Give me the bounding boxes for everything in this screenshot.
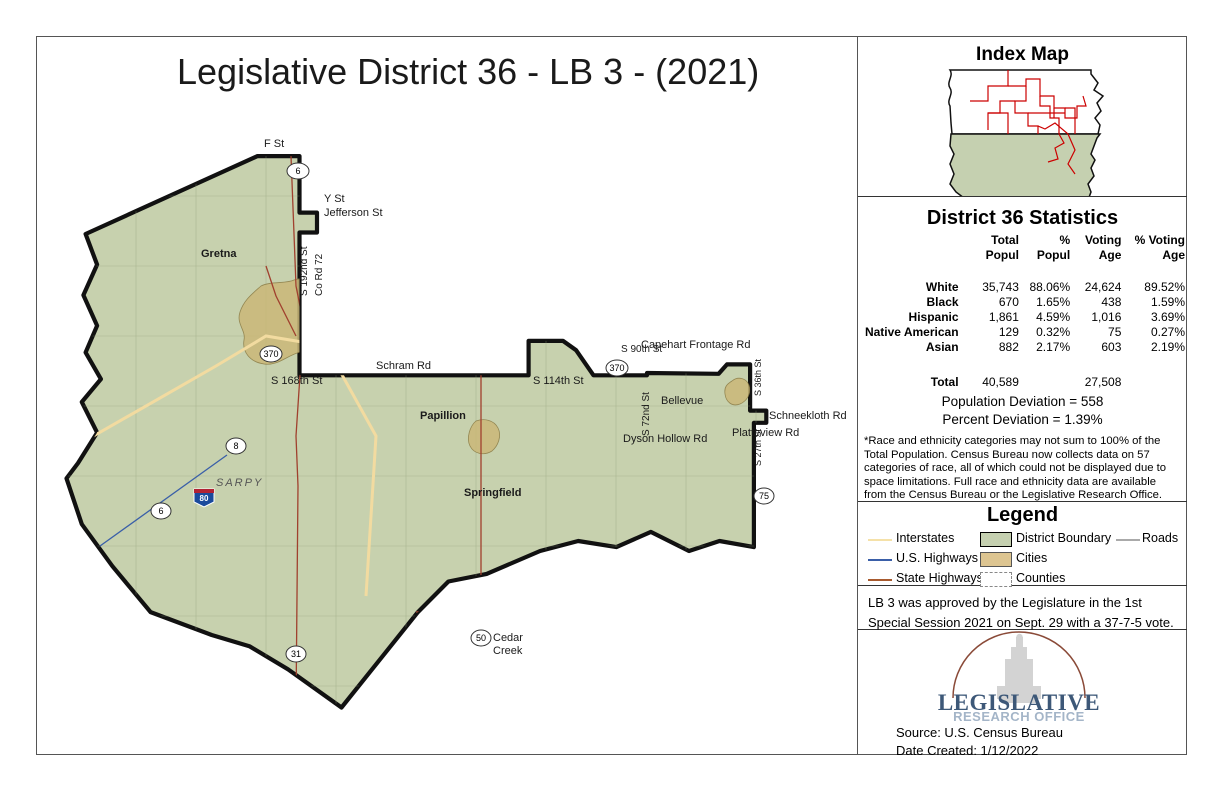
svg-text:370: 370 — [263, 349, 278, 359]
svg-text:Creek: Creek — [493, 645, 523, 657]
svg-text:Cedar: Cedar — [493, 632, 523, 644]
svg-text:S 27th St: S 27th St — [753, 428, 763, 466]
svg-text:80: 80 — [200, 494, 209, 503]
svg-text:75: 75 — [759, 491, 769, 501]
svg-text:31: 31 — [291, 649, 301, 659]
svg-text:8: 8 — [233, 441, 238, 451]
svg-text:Dyson Hollow Rd: Dyson Hollow Rd — [623, 433, 707, 445]
svg-text:S 114th St: S 114th St — [533, 375, 584, 387]
svg-text:RESEARCH OFFICE: RESEARCH OFFICE — [953, 709, 1085, 724]
svg-text:SARPY: SARPY — [216, 477, 263, 489]
svg-text:S 72nd St: S 72nd St — [641, 392, 652, 436]
svg-text:Gretna: Gretna — [201, 248, 237, 260]
svg-text:Papillion: Papillion — [420, 410, 466, 422]
svg-text:Y St: Y St — [324, 193, 345, 205]
svg-text:Platteview Rd: Platteview Rd — [732, 427, 799, 439]
svg-text:S 192nd St: S 192nd St — [299, 246, 310, 296]
svg-text:Springfield: Springfield — [464, 487, 521, 499]
svg-text:370: 370 — [609, 363, 624, 373]
svg-text:Bellevue: Bellevue — [661, 395, 703, 407]
svg-text:6: 6 — [295, 166, 300, 176]
svg-text:S 36th St: S 36th St — [753, 358, 763, 396]
svg-text:50: 50 — [476, 633, 486, 643]
svg-text:S 168th St: S 168th St — [271, 375, 322, 387]
svg-text:Capehart Frontage Rd: Capehart Frontage Rd — [641, 339, 750, 351]
svg-text:6: 6 — [158, 506, 163, 516]
svg-text:Schram Rd: Schram Rd — [376, 360, 431, 372]
svg-text:F St: F St — [264, 138, 284, 150]
svg-text:Schneekloth Rd: Schneekloth Rd — [769, 410, 847, 422]
svg-text:Co Rd 72: Co Rd 72 — [314, 253, 325, 296]
svg-text:Jefferson St: Jefferson St — [324, 207, 383, 219]
